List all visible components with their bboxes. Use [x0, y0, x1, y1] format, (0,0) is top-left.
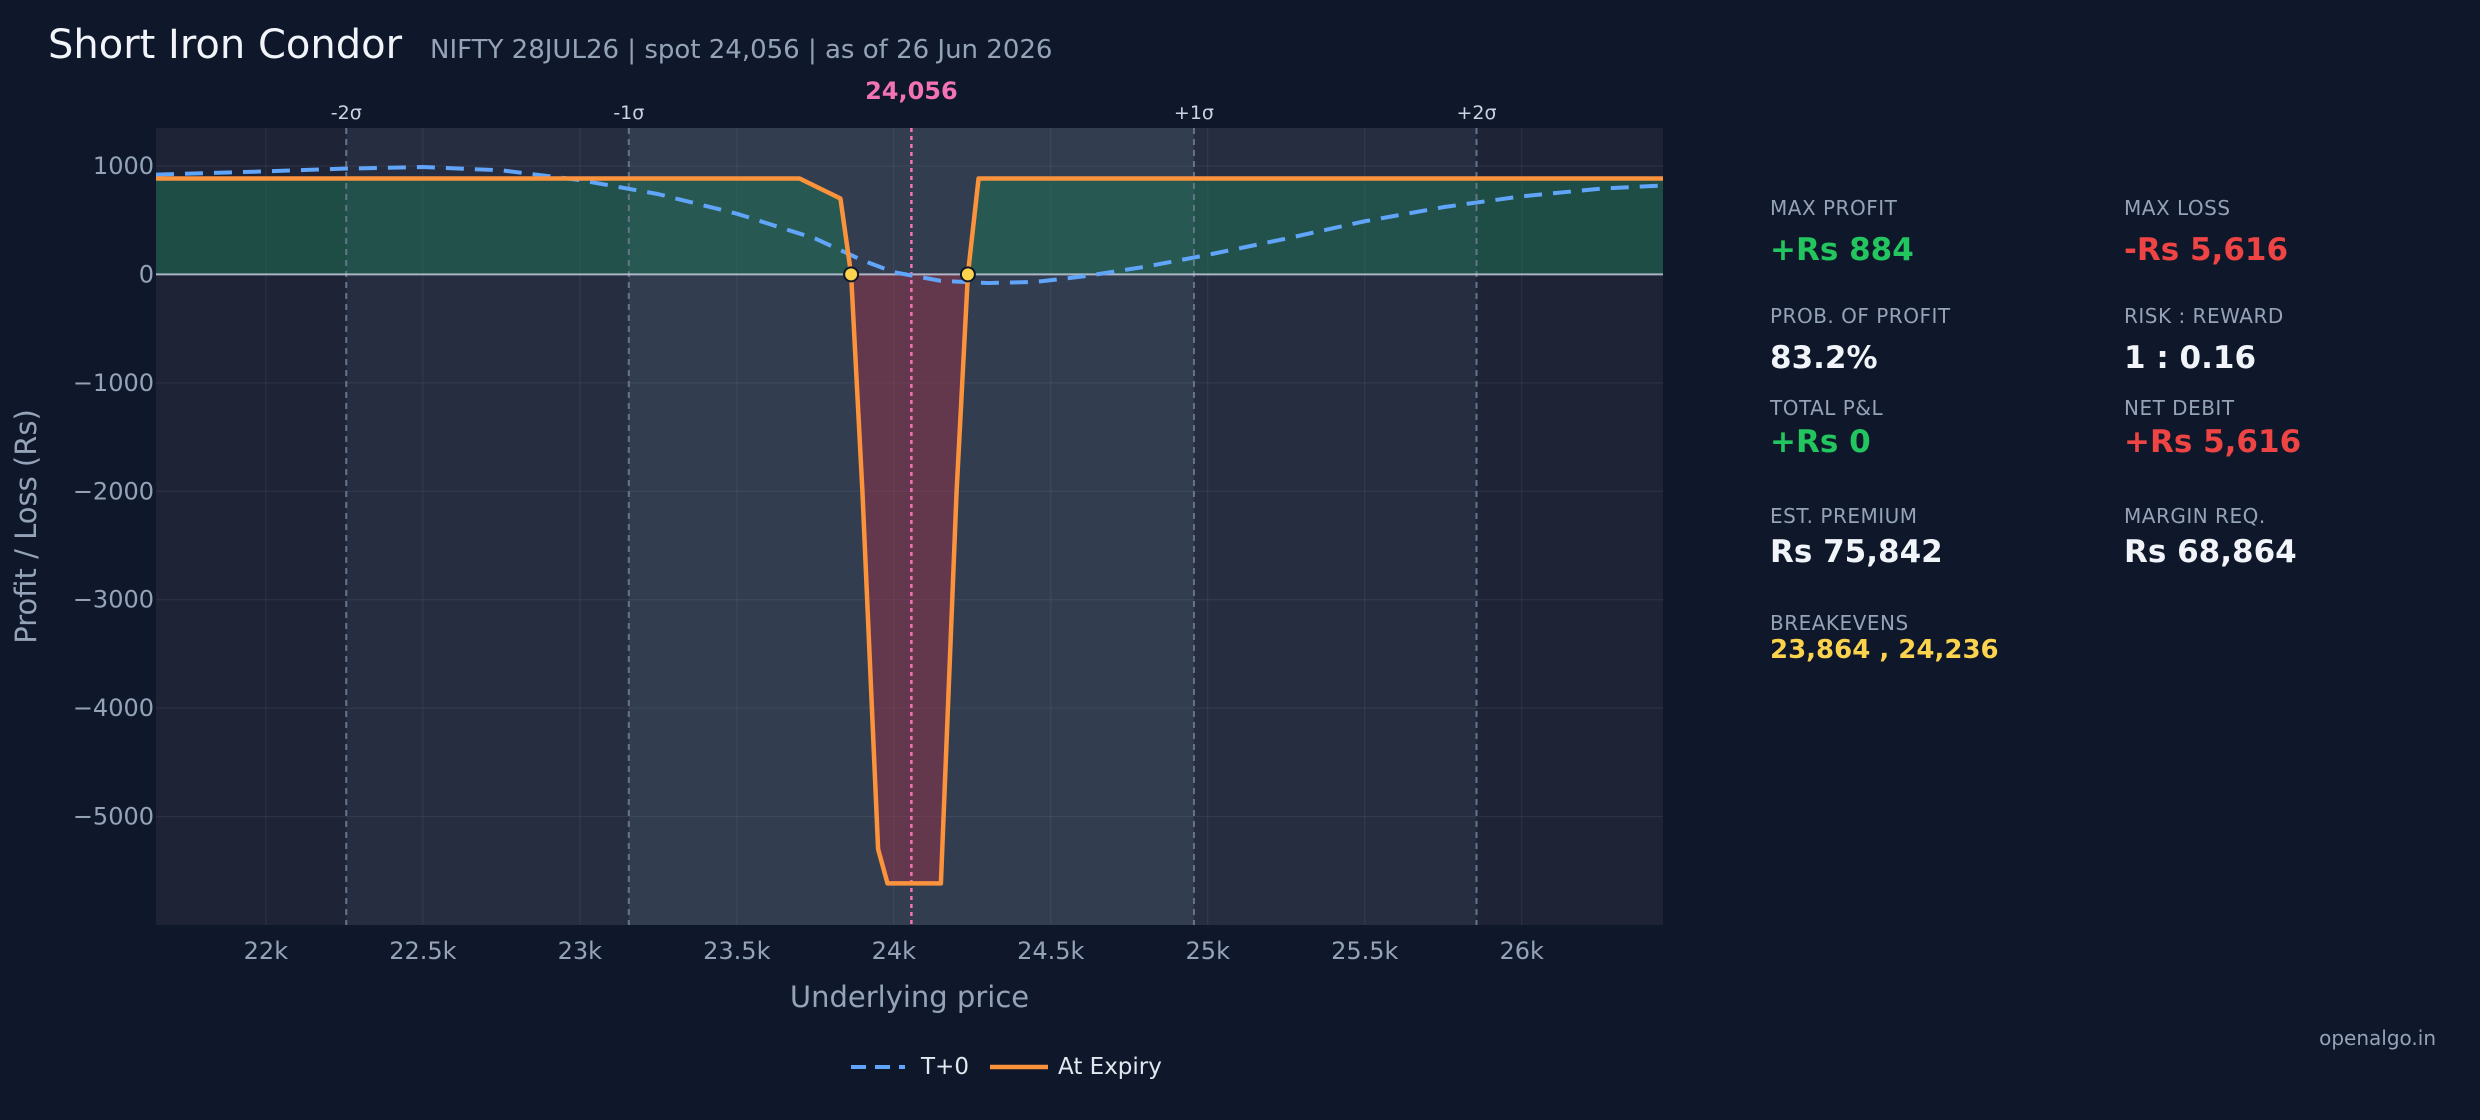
stat-prob-of-profit: PROB. OF PROFIT 83.2%	[1770, 304, 1951, 376]
stat-label: TOTAL P&L	[1770, 396, 1884, 420]
page-title: Short Iron Condor	[48, 22, 403, 68]
stat-breakevens: BREAKEVENS 23,864 , 24,236	[1770, 611, 1999, 665]
y-tick-label: −2000	[73, 477, 154, 505]
stat-total-pnl: TOTAL P&L +Rs 0	[1770, 396, 1883, 460]
stat-risk-reward: RISK : REWARD 1 : 0.16	[2124, 304, 2284, 376]
x-tick-label: 25.5k	[1331, 937, 1398, 965]
breakeven-marker	[843, 266, 860, 283]
breakeven-marker	[959, 266, 976, 283]
x-axis-title: Underlying price	[790, 980, 1029, 1014]
title-row: Short Iron Condor NIFTY 28JUL26 | spot 2…	[48, 22, 1052, 68]
x-tick-label: 25k	[1186, 937, 1231, 965]
sigma-label: -1σ	[613, 102, 644, 124]
stat-label: BREAKEVENS	[1770, 611, 1909, 635]
stat-label: NET DEBIT	[2124, 396, 2235, 420]
y-tick-label: 1000	[93, 152, 154, 180]
legend-expiry-label: At Expiry	[1058, 1054, 1162, 1080]
stat-label: MARGIN REQ.	[2124, 504, 2266, 528]
stat-value: 1 : 0.16	[2124, 340, 2257, 376]
stat-value: +Rs 884	[1770, 232, 1914, 268]
page-subtitle: NIFTY 28JUL26 | spot 24,056 | as of 26 J…	[430, 35, 1053, 65]
sigma-label: +2σ	[1456, 102, 1496, 124]
y-tick-label: 0	[139, 260, 154, 288]
legend-t0-label: T+0	[920, 1054, 969, 1080]
stat-value: +Rs 5,616	[2124, 424, 2302, 460]
payoff-chart: 22k 22.5k 23k 23.5k 24k 24.5k 25k 25.5k 26k 1000 0…	[9, 77, 1663, 1080]
stat-net-debit: NET DEBIT +Rs 5,616	[2124, 396, 2301, 460]
stat-label: MAX LOSS	[2124, 196, 2231, 220]
y-tick-label: −4000	[73, 694, 154, 722]
stat-max-loss: MAX LOSS -Rs 5,616	[2124, 196, 2288, 268]
stat-value: Rs 68,864	[2124, 534, 2297, 570]
stat-label: PROB. OF PROFIT	[1770, 304, 1951, 328]
x-tick-label: 22.5k	[389, 937, 456, 965]
loss-area	[851, 274, 968, 884]
stat-value: 83.2%	[1770, 340, 1878, 376]
t0-line	[156, 165, 1663, 286]
expiry-line	[156, 176, 1663, 886]
y-tick-label: −1000	[73, 369, 154, 397]
stat-value: -Rs 5,616	[2124, 232, 2289, 268]
stat-est-premium: EST. PREMIUM Rs 75,842	[1770, 504, 1943, 570]
x-tick-label: 26k	[1500, 937, 1545, 965]
x-tick-label: 23k	[558, 937, 603, 965]
profit-area	[967, 178, 1663, 275]
sigma-label: +1σ	[1174, 102, 1214, 124]
y-tick-label: −3000	[73, 586, 154, 614]
stat-value: 23,864 , 24,236	[1770, 635, 1999, 665]
stat-value: +Rs 0	[1770, 424, 1871, 460]
stat-label: EST. PREMIUM	[1770, 504, 1918, 528]
sigma-label: -2σ	[331, 102, 362, 124]
x-tick-label: 24.5k	[1017, 937, 1084, 965]
y-axis-title: Profit / Loss (Rs)	[9, 409, 43, 644]
stat-label: RISK : REWARD	[2124, 304, 2284, 328]
profit-area	[156, 178, 852, 275]
y-tick-label: −5000	[73, 803, 154, 831]
watermark: openalgo.in	[2319, 1026, 2436, 1050]
stat-margin-req: MARGIN REQ. Rs 68,864	[2124, 504, 2297, 570]
stat-label: MAX PROFIT	[1770, 196, 1898, 220]
stat-value: Rs 75,842	[1770, 534, 1943, 570]
x-tick-label: 22k	[244, 937, 289, 965]
x-tick-label: 23.5k	[703, 937, 770, 965]
spot-label: 24,056	[865, 77, 958, 105]
x-tick-label: 24k	[872, 937, 917, 965]
stat-max-profit: MAX PROFIT +Rs 884	[1770, 196, 1914, 268]
